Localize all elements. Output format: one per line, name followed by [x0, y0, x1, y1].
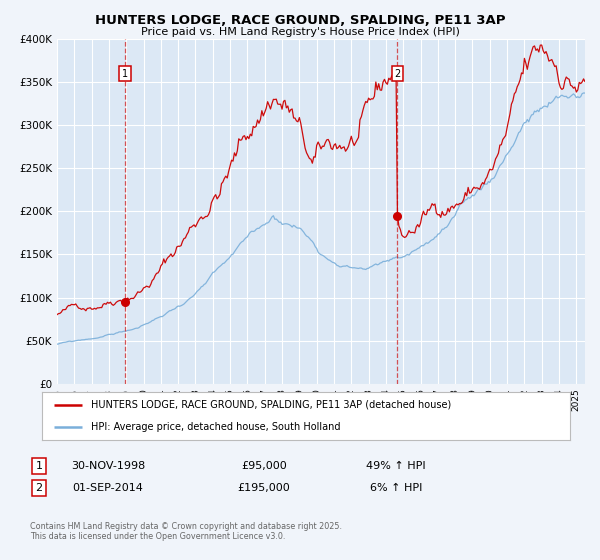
Text: HUNTERS LODGE, RACE GROUND, SPALDING, PE11 3AP (detached house): HUNTERS LODGE, RACE GROUND, SPALDING, PE…: [91, 400, 451, 410]
Text: 30-NOV-1998: 30-NOV-1998: [71, 461, 145, 471]
Text: 1: 1: [35, 461, 43, 471]
Text: HPI: Average price, detached house, South Holland: HPI: Average price, detached house, Sout…: [91, 422, 341, 432]
Text: 49% ↑ HPI: 49% ↑ HPI: [366, 461, 426, 471]
Text: 2: 2: [35, 483, 43, 493]
Text: £195,000: £195,000: [238, 483, 290, 493]
Text: 6% ↑ HPI: 6% ↑ HPI: [370, 483, 422, 493]
Text: 2: 2: [394, 69, 401, 78]
Text: 1: 1: [122, 69, 128, 78]
Text: Price paid vs. HM Land Registry's House Price Index (HPI): Price paid vs. HM Land Registry's House …: [140, 27, 460, 37]
Text: HUNTERS LODGE, RACE GROUND, SPALDING, PE11 3AP: HUNTERS LODGE, RACE GROUND, SPALDING, PE…: [95, 14, 505, 27]
Text: 01-SEP-2014: 01-SEP-2014: [73, 483, 143, 493]
Text: Contains HM Land Registry data © Crown copyright and database right 2025.
This d: Contains HM Land Registry data © Crown c…: [30, 522, 342, 542]
Text: £95,000: £95,000: [241, 461, 287, 471]
